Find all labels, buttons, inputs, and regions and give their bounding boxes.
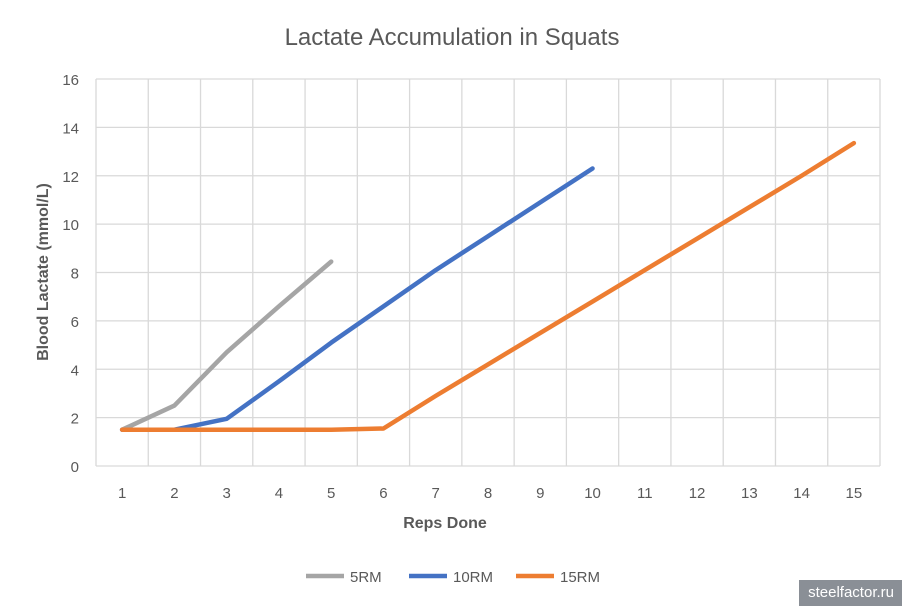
series-line-15rm <box>119 140 857 432</box>
y-tick-label: 12 <box>62 169 79 186</box>
x-tick-label: 12 <box>689 485 706 502</box>
x-tick-label: 6 <box>379 485 387 502</box>
series-line-10rm <box>119 166 595 432</box>
y-axis-label: Blood Lactate (mmol/L) <box>35 183 52 361</box>
x-tick-label: 10 <box>584 485 601 502</box>
y-tick-label: 6 <box>71 314 79 331</box>
x-tick-label: 1 <box>118 485 126 502</box>
y-tick-label: 0 <box>71 459 79 476</box>
chart-title: Lactate Accumulation in Squats <box>285 24 620 51</box>
y-tick-label: 10 <box>62 217 79 234</box>
watermark: steelfactor.ru <box>799 580 902 606</box>
x-tick-label: 7 <box>432 485 440 502</box>
series-line-5rm <box>119 259 334 432</box>
x-tick-label: 9 <box>536 485 544 502</box>
x-tick-label: 5 <box>327 485 335 502</box>
x-tick-label: 11 <box>637 485 653 502</box>
x-tick-label: 14 <box>793 485 810 502</box>
y-tick-label: 14 <box>62 120 79 137</box>
y-tick-label: 2 <box>71 411 79 428</box>
x-tick-label: 15 <box>846 485 863 502</box>
x-tick-label: 2 <box>170 485 178 502</box>
x-tick-label: 13 <box>741 485 758 502</box>
y-tick-label: 4 <box>71 362 79 379</box>
x-axis-label: Reps Done <box>403 515 487 532</box>
legend-label: 10RM <box>453 569 493 586</box>
y-tick-label: 16 <box>62 72 79 89</box>
y-tick-label: 8 <box>71 266 79 283</box>
x-tick-label: 8 <box>484 485 492 502</box>
legend-label: 5RM <box>350 569 382 586</box>
x-tick-label: 4 <box>275 485 283 502</box>
x-tick-label: 3 <box>222 485 230 502</box>
legend-label: 15RM <box>560 569 600 586</box>
